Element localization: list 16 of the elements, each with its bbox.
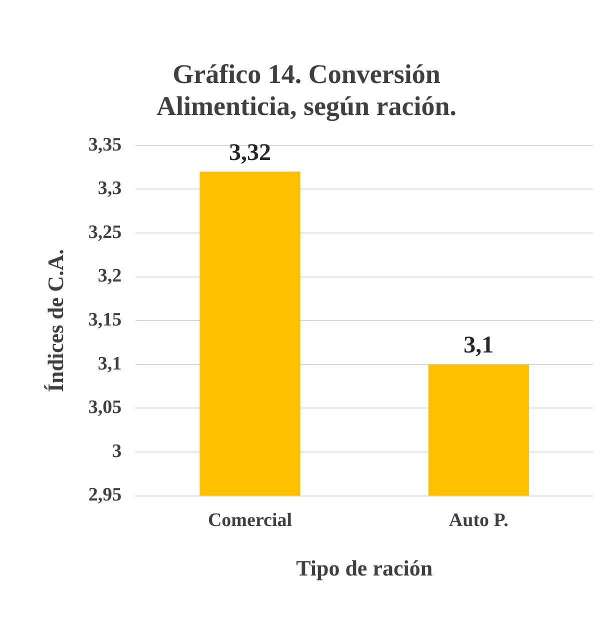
y-tick-label: 3,1 — [98, 353, 122, 374]
x-tick-label: Comercial — [208, 510, 292, 532]
x-tick-label: Auto P. — [448, 510, 508, 532]
y-tick-label: 3 — [112, 440, 122, 462]
data-label: 3,1 — [464, 332, 494, 359]
y-tick-label: 2,95 — [88, 484, 122, 506]
chart-title: Gráfico 14. Conversión Alimenticia, según ración. — [156, 58, 458, 121]
x-axis-title: Tipo de ración — [296, 555, 433, 580]
y-tick-label: 3,35 — [88, 134, 122, 156]
y-tick-label: 3,15 — [88, 310, 122, 331]
y-tick-label: 3,3 — [98, 178, 122, 200]
y-axis-title: Índices de C.A. — [42, 249, 68, 392]
y-tick-label: 3,25 — [88, 222, 122, 243]
y-tick-label: 3,2 — [98, 266, 122, 287]
y-tick-label: 3,05 — [88, 397, 122, 418]
data-label: 3,32 — [228, 140, 271, 166]
